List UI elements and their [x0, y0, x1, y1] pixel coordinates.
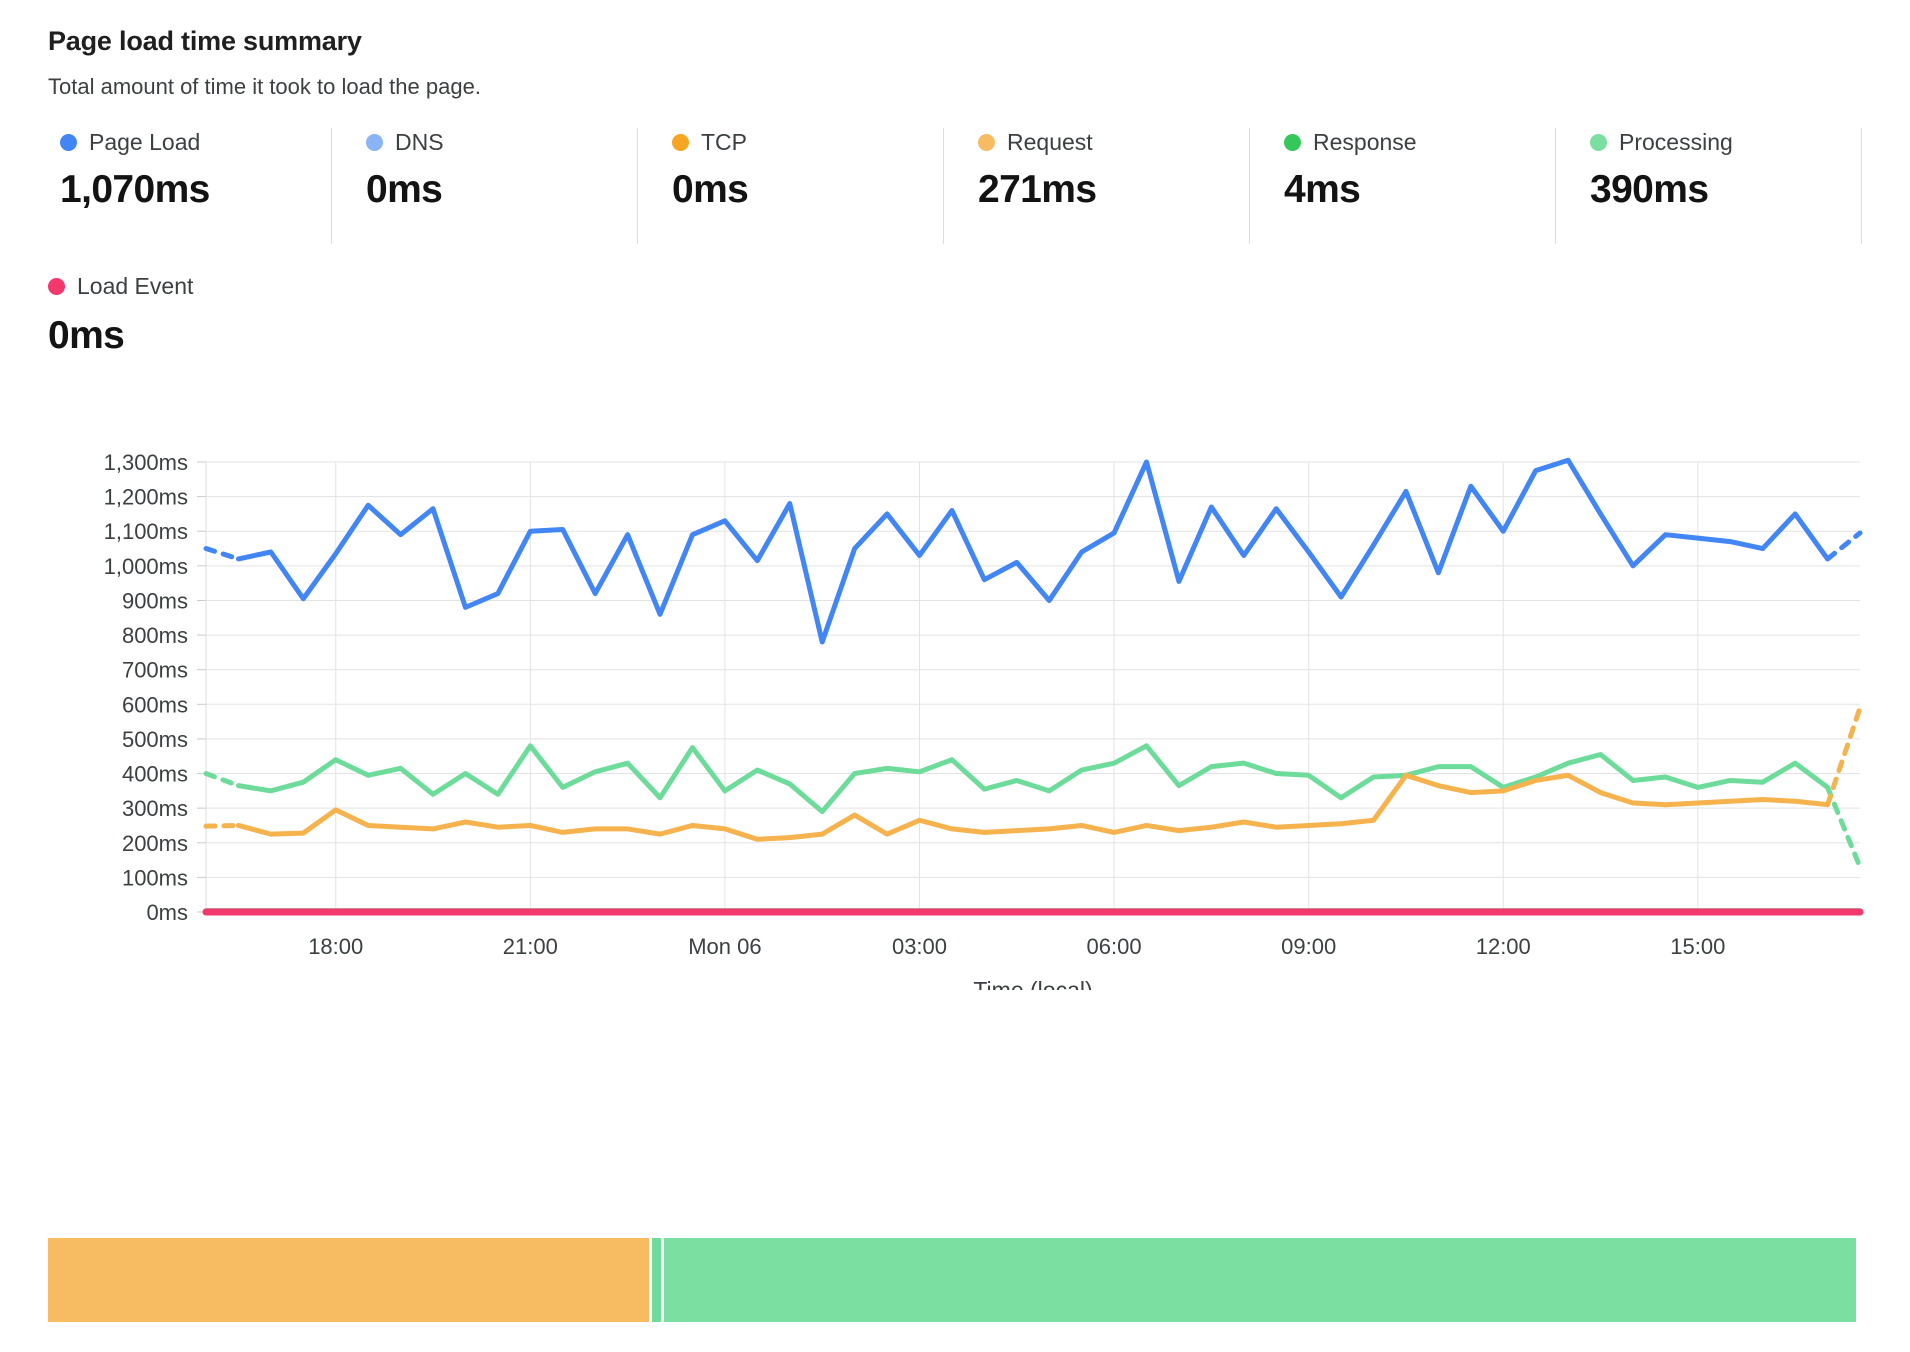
- stat-card-load-event: Load Event 0ms: [48, 272, 193, 358]
- y-axis-tick-label: 900ms: [122, 588, 188, 613]
- y-axis-tick-label: 500ms: [122, 727, 188, 752]
- series-line-page-load-dashed-tail: [1825, 530, 1863, 562]
- stat-value: 271ms: [978, 168, 1097, 211]
- stat-label: Processing: [1590, 128, 1861, 156]
- x-axis-tick-label: 06:00: [1087, 934, 1142, 959]
- series-line-page-load-dashed-head: [203, 546, 241, 562]
- stat-card-page-load: Page Load 1,070ms: [48, 128, 331, 244]
- legend-dot-icon: [672, 133, 689, 151]
- series-line-processing: [235, 743, 1831, 815]
- series-line-request-dashed-head: [203, 822, 241, 829]
- stat-value: 0ms: [672, 168, 749, 211]
- series-line-request-dashed-tail: [1825, 705, 1863, 808]
- timing-breakdown-bar[interactable]: [48, 1238, 1856, 1322]
- y-axis-tick-label: 1,300ms: [104, 450, 188, 475]
- stat-name: Page Load: [89, 128, 201, 155]
- stat-value: 390ms: [1590, 168, 1709, 211]
- stat-label: Response: [1284, 128, 1555, 156]
- page-subtitle: Total amount of time it took to load the…: [48, 74, 481, 99]
- y-axis-tick-label: 400ms: [122, 762, 188, 787]
- stat-name-load-event: Load Event: [77, 272, 194, 299]
- legend-dot-icon: [48, 277, 65, 295]
- stat-card-tcp: TCP 0ms: [637, 128, 943, 244]
- x-axis-tick-label: 18:00: [308, 934, 363, 959]
- stat-value: 1,070ms: [60, 168, 210, 211]
- stat-name: Request: [1007, 128, 1093, 155]
- stat-card-request: Request 271ms: [943, 128, 1249, 244]
- stat-value: 4ms: [1284, 168, 1361, 211]
- breakdown-segment-processing[interactable]: [664, 1238, 1856, 1322]
- legend-dot-icon: [366, 133, 383, 151]
- stat-name: Response: [1313, 128, 1417, 155]
- x-axis-tick-label: 03:00: [892, 934, 947, 959]
- stat-card-dns: DNS 0ms: [331, 128, 637, 244]
- breakdown-segment-response[interactable]: [652, 1238, 662, 1322]
- x-axis-tick-label: Mon 06: [688, 934, 761, 959]
- y-axis-tick-label: 600ms: [122, 692, 188, 717]
- page-load-time-chart[interactable]: 0ms 100ms 200ms 300ms 400ms 500ms 600ms 700ms 80…: [0, 430, 1910, 990]
- page-title: Page load time summary: [48, 26, 362, 56]
- stat-label: DNS: [366, 128, 637, 156]
- stat-label: Request: [978, 128, 1249, 156]
- chart-svg[interactable]: 0ms 100ms 200ms 300ms 400ms 500ms 600ms 700ms 80…: [0, 430, 1910, 990]
- stat-value-load-event: 0ms: [48, 314, 125, 357]
- stat-name: TCP: [701, 128, 747, 155]
- stat-label-load-event: Load Event: [48, 272, 193, 300]
- x-axis-title: Time (local): [973, 977, 1092, 990]
- stat-label: Page Load: [60, 128, 331, 156]
- series-line-processing-dashed-head: [203, 771, 241, 789]
- y-axis-tick-label: 800ms: [122, 623, 188, 648]
- stat-card-processing: Processing 390ms: [1555, 128, 1862, 244]
- y-axis-tick-label: 100ms: [122, 865, 188, 890]
- y-axis-tick-label: 300ms: [122, 796, 188, 821]
- stat-value: 0ms: [366, 168, 443, 211]
- x-axis-tick-label: 21:00: [503, 934, 558, 959]
- x-axis-tick-label: 15:00: [1670, 934, 1725, 959]
- series-line-request: [235, 772, 1831, 842]
- y-axis-tick-label: 0ms: [146, 900, 188, 925]
- y-axis-tick-label: 1,100ms: [104, 519, 188, 544]
- series-line-processing-dashed-tail: [1825, 784, 1863, 870]
- stat-card-response: Response 4ms: [1249, 128, 1555, 244]
- legend-dot-icon: [60, 133, 77, 151]
- y-axis-tick-label: 1,000ms: [104, 554, 188, 579]
- stat-label: TCP: [672, 128, 943, 156]
- breakdown-segment-request[interactable]: [48, 1238, 650, 1322]
- y-axis-tick-label: 1,200ms: [104, 485, 188, 510]
- y-axis-tick-label: 700ms: [122, 658, 188, 683]
- series-line-page-load: [235, 457, 1831, 645]
- x-axis-tick-label: 09:00: [1281, 934, 1336, 959]
- stat-name: DNS: [395, 128, 444, 155]
- legend-dot-icon: [1284, 133, 1301, 151]
- x-axis-tick-label: 12:00: [1476, 934, 1531, 959]
- legend-dot-icon: [978, 133, 995, 151]
- legend-dot-icon: [1590, 133, 1607, 151]
- y-axis-tick-label: 200ms: [122, 831, 188, 856]
- stat-cards-row: Page Load 1,070ms DNS 0ms TCP 0ms Request 271ms…: [48, 128, 1862, 244]
- stat-name: Processing: [1619, 128, 1733, 155]
